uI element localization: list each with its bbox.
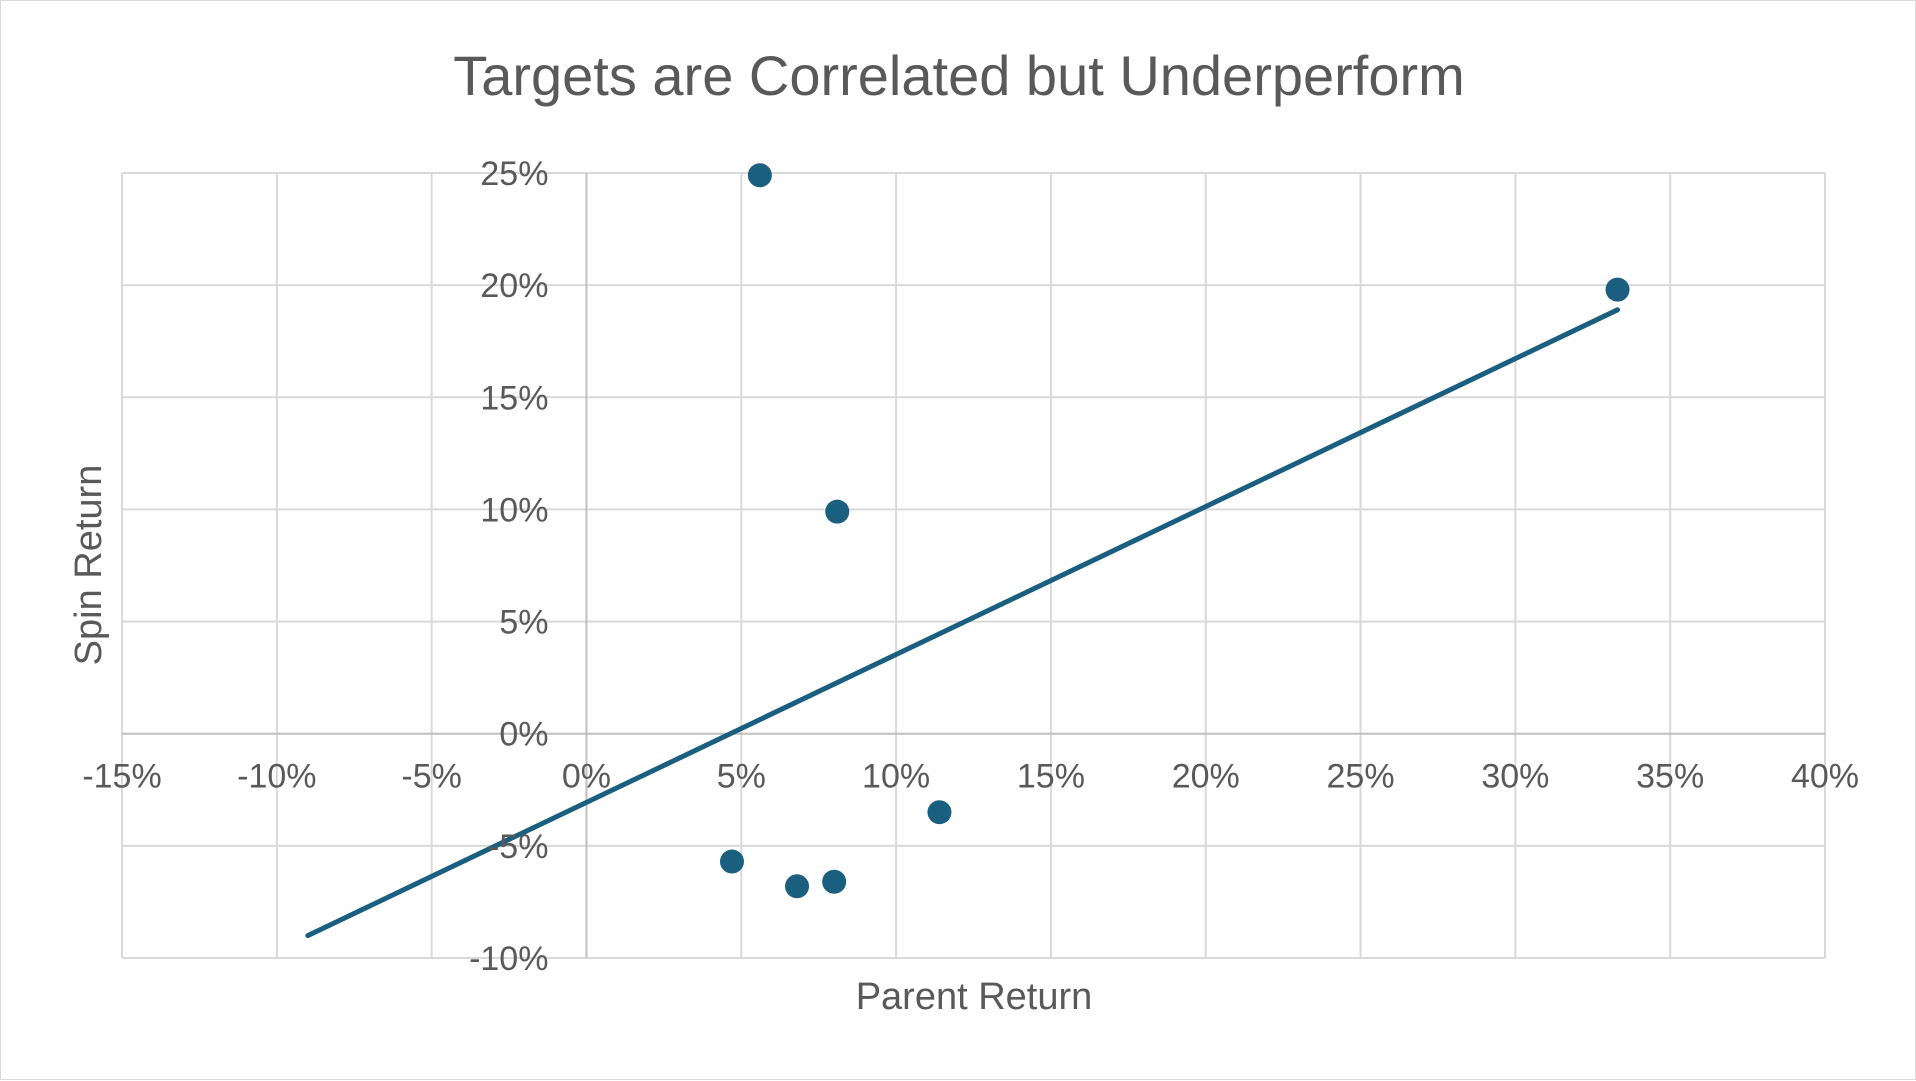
x-tick-labels: -15% -10% -5% 0% 5% 10% 15% 20% 25% 30% 35% 40% xyxy=(82,758,1859,796)
x-tick-label: 25% xyxy=(1327,758,1395,796)
data-point xyxy=(785,874,810,899)
y-tick-label: 10% xyxy=(480,491,548,529)
trendline xyxy=(305,307,1621,939)
data-points xyxy=(719,163,1630,899)
data-point xyxy=(927,800,952,825)
y-tick-label: 15% xyxy=(480,379,548,417)
trendline-group xyxy=(305,307,1621,939)
x-tick-label: 10% xyxy=(862,758,930,796)
y-tick-label: 20% xyxy=(480,267,548,305)
y-tick-label: 25% xyxy=(480,155,548,193)
x-tick-label: 35% xyxy=(1636,758,1704,796)
y-tick-labels: 25% 20% 15% 10% 5% 0% -5% -10% xyxy=(469,155,548,978)
data-point xyxy=(719,849,744,874)
x-axis-title: Parent Return xyxy=(856,976,1093,1018)
x-tick-label: -15% xyxy=(82,758,161,796)
data-point xyxy=(822,869,847,894)
x-tick-label: 30% xyxy=(1481,758,1549,796)
y-axis-title: Spin Return xyxy=(68,465,110,666)
y-tick-label: -10% xyxy=(469,940,548,978)
axes xyxy=(122,173,1825,958)
y-tick-label: 0% xyxy=(499,716,548,754)
x-tick-label: 0% xyxy=(562,758,611,796)
x-tick-label: 40% xyxy=(1791,758,1859,796)
data-point xyxy=(1605,277,1630,302)
x-tick-label: 20% xyxy=(1172,758,1240,796)
gridlines xyxy=(121,172,1826,959)
x-tick-label: -5% xyxy=(401,758,461,796)
x-tick-label: 5% xyxy=(717,758,766,796)
y-tick-label: 5% xyxy=(499,604,548,642)
data-point xyxy=(747,163,772,188)
chart-title: Targets are Correlated but Underperform xyxy=(453,44,1465,107)
x-tick-label: 15% xyxy=(1017,758,1085,796)
y-tick-label: -5% xyxy=(488,828,548,866)
x-tick-label: -10% xyxy=(237,758,316,796)
data-point xyxy=(825,499,850,524)
